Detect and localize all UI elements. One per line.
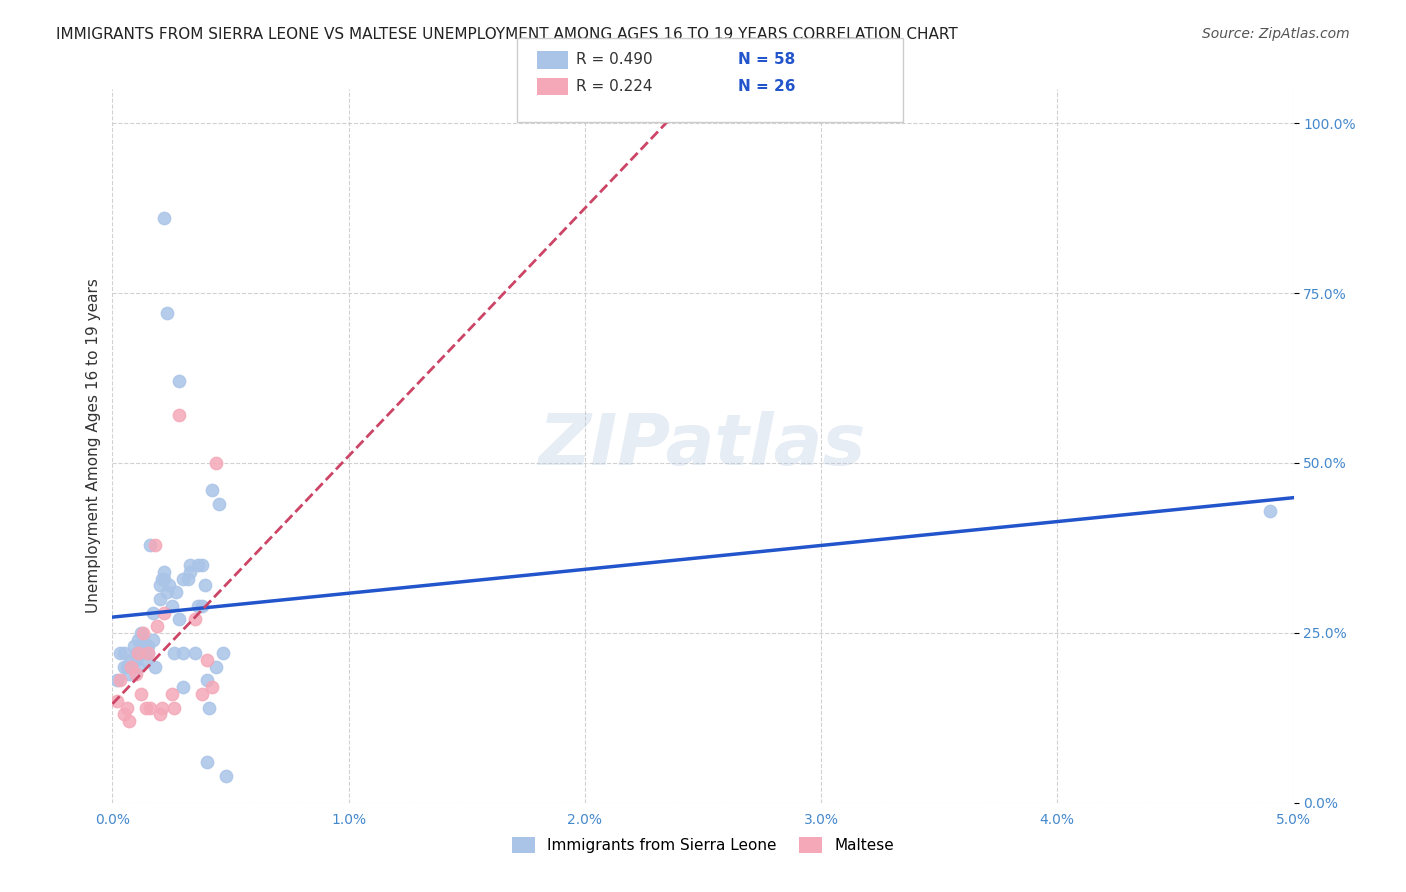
Point [1258,503,1281,517]
Point [156,306,179,320]
Point [205,456,228,470]
Text: N = 26: N = 26 [738,79,796,94]
Point [105,694,128,708]
Point [146,619,169,633]
Point [112,660,135,674]
Point [167,375,190,389]
Point [172,572,194,586]
Point [122,640,145,654]
Point [153,606,176,620]
Point [132,626,155,640]
Point [205,660,228,674]
Point [129,626,152,640]
Point [132,632,155,647]
Point [143,660,166,674]
Point [186,558,208,572]
Point [118,714,141,729]
Point [167,612,190,626]
Point [201,680,224,694]
Point [191,687,214,701]
Point [163,646,186,660]
Point [149,707,172,722]
Point [139,537,162,551]
Text: R = 0.224: R = 0.224 [576,79,652,94]
Point [142,606,165,620]
Point [163,700,186,714]
Point [142,632,165,647]
Point [191,558,214,572]
Point [157,578,180,592]
Point [150,700,173,714]
Point [136,646,159,660]
Point [127,632,149,647]
Point [127,660,149,674]
Text: R = 0.490: R = 0.490 [576,53,652,67]
Point [172,680,194,694]
Point [112,707,135,722]
Point [108,673,131,688]
Point [208,497,231,511]
Text: IMMIGRANTS FROM SIERRA LEONE VS MALTESE UNEMPLOYMENT AMONG AGES 16 TO 19 YEARS C: IMMIGRANTS FROM SIERRA LEONE VS MALTESE … [56,27,957,42]
Point [156,585,179,599]
Point [129,646,152,660]
Point [127,646,149,660]
Point [167,409,190,423]
Point [149,578,172,592]
Text: ZIPatlas: ZIPatlas [540,411,866,481]
Point [215,769,238,783]
Point [177,572,200,586]
Point [149,591,172,606]
Legend: Immigrants from Sierra Leone, Maltese: Immigrants from Sierra Leone, Maltese [506,831,900,859]
Point [198,700,221,714]
Point [195,653,218,667]
Point [136,640,159,654]
Point [139,700,162,714]
Text: N = 58: N = 58 [738,53,796,67]
Point [112,646,135,660]
Point [136,646,159,660]
Point [191,599,214,613]
Point [195,673,218,688]
Point [125,646,148,660]
Point [179,558,201,572]
Point [195,755,218,769]
Point [125,653,148,667]
Point [105,673,128,688]
Point [172,646,194,660]
Point [153,565,176,579]
Point [160,687,183,701]
Point [150,572,173,586]
Point [186,599,208,613]
Point [165,585,187,599]
Point [118,666,141,681]
Point [108,646,131,660]
Point [120,653,142,667]
Point [194,578,217,592]
Point [160,599,183,613]
Point [153,572,176,586]
Y-axis label: Unemployment Among Ages 16 to 19 years: Unemployment Among Ages 16 to 19 years [86,278,101,614]
Point [201,483,224,498]
Point [115,700,138,714]
Point [125,666,148,681]
Point [135,700,157,714]
Point [135,653,157,667]
Point [129,687,152,701]
Point [212,646,235,660]
Point [184,646,207,660]
Point [120,660,142,674]
Point [143,537,166,551]
Point [153,211,176,226]
Point [115,660,138,674]
Point [184,612,207,626]
Text: Source: ZipAtlas.com: Source: ZipAtlas.com [1202,27,1350,41]
Point [135,640,157,654]
Point [179,565,201,579]
